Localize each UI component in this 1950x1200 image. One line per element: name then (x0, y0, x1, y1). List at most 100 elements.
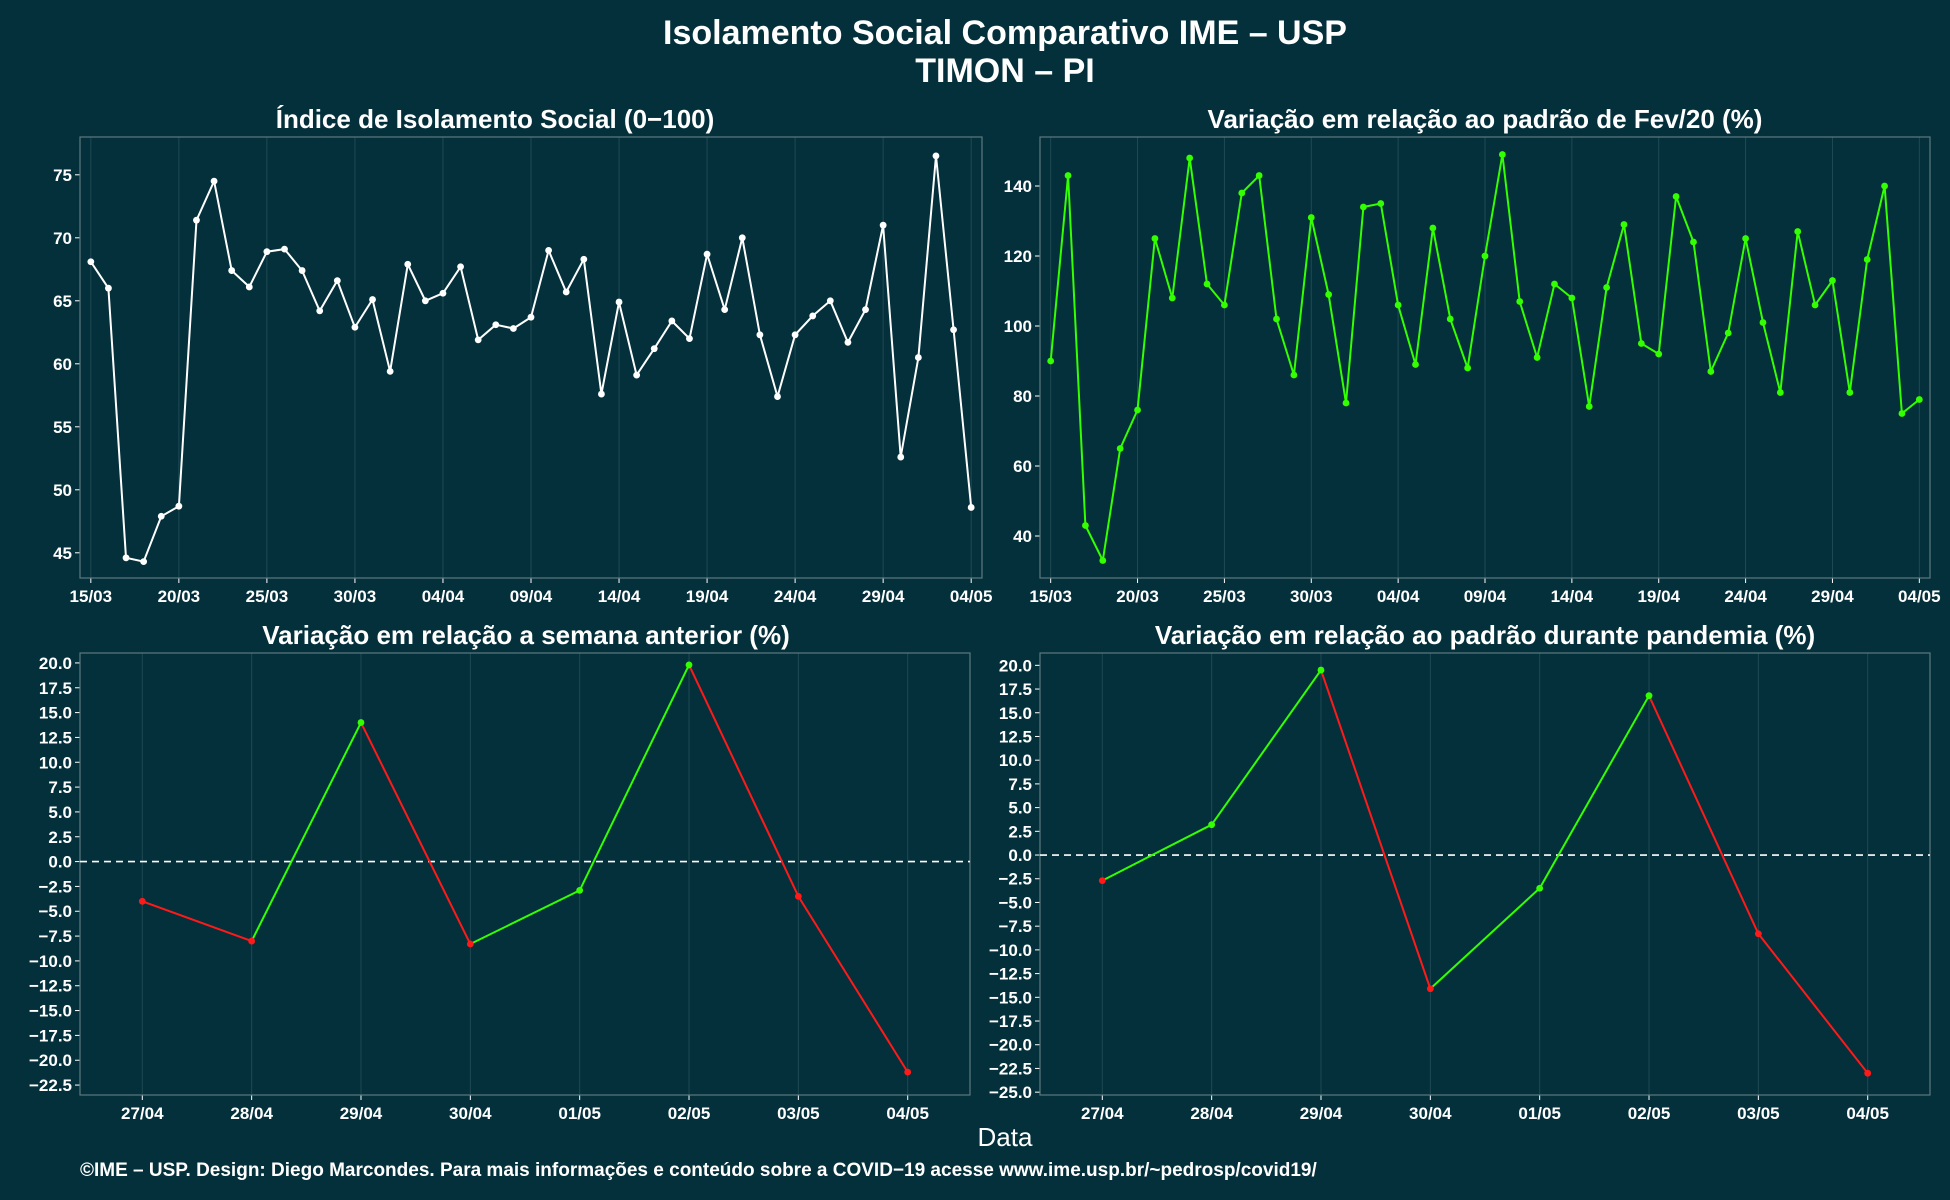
fev20-data-point (1898, 410, 1906, 417)
fev20-x-tick-label: 30/03 (1290, 587, 1333, 606)
fev20-data-point (1325, 291, 1333, 298)
pandemia-x-tick-label: 28/04 (1190, 1104, 1233, 1123)
isolamento-data-point (175, 502, 183, 510)
isolamento-y-tick-label: 45 (53, 544, 72, 563)
isolamento-data-point (263, 248, 271, 256)
isolamento-data-point (439, 289, 447, 297)
pandemia-x-tick-label: 03/05 (1737, 1104, 1780, 1123)
pandemia-y-tick-label: −5.0 (998, 893, 1032, 912)
isolamento-data-point (457, 263, 464, 271)
fev20-data-point (1238, 189, 1246, 197)
isolamento-data-point (703, 250, 711, 258)
pandemia-x-tick-label: 27/04 (1081, 1104, 1124, 1123)
isolamento-data-point (157, 512, 165, 520)
fev20-data-point (1186, 154, 1194, 162)
semana-data-point (576, 886, 584, 894)
isolamento-data-point (738, 234, 746, 242)
pandemia-y-tick-label: 0.0 (1008, 846, 1032, 865)
semana-y-tick-label: −17.5 (29, 1026, 72, 1045)
isolamento-data-point (598, 390, 605, 398)
fev20-x-tick-label: 25/03 (1203, 587, 1246, 606)
semana-y-tick-label: −2.5 (38, 877, 72, 896)
panel-semana: Variação em relação a semana anterior (%… (29, 620, 971, 1123)
fev20-data-point (1446, 315, 1454, 323)
isolamento-data-point (668, 317, 676, 325)
isolamento-data-point (140, 558, 148, 566)
fev20-data-point (1116, 445, 1124, 452)
pandemia-x-tick-label: 04/05 (1846, 1104, 1889, 1123)
pandemia-data-point (1754, 930, 1762, 938)
semana-x-tick-label: 30/04 (449, 1104, 492, 1123)
pandemia-data-point (1645, 692, 1653, 700)
isolamento-data-point (193, 216, 200, 224)
panel-isolamento-title: Índice de Isolamento Social (0−100) (276, 104, 715, 134)
fev20-data-point (1620, 221, 1628, 228)
panel-fev20-title: Variação em relação ao padrão de Fev/20 … (1208, 104, 1763, 134)
fev20-data-point (1533, 354, 1541, 361)
fev20-data-point (1794, 228, 1802, 235)
fev20-x-tick-label: 15/03 (1029, 587, 1072, 606)
fev20-data-point (1707, 368, 1715, 375)
fev20-data-point (1846, 389, 1854, 396)
panel-pandemia-title: Variação em relação ao padrão durante pa… (1155, 620, 1815, 650)
semana-series-segment (469, 889, 581, 945)
isolamento-data-point (245, 283, 253, 291)
fev20-plot-area (1039, 136, 1931, 579)
semana-y-tick-label: 17.5 (39, 679, 72, 698)
semana-plot-area (79, 652, 971, 1096)
isolamento-x-tick-label: 15/03 (70, 587, 113, 606)
fev20-data-point (1829, 277, 1836, 284)
isolamento-data-point (580, 255, 588, 263)
semana-y-tick-label: −22.5 (29, 1076, 72, 1095)
isolamento-plot-area (79, 136, 983, 579)
semana-data-point (685, 661, 693, 669)
pandemia-y-tick-label: −25.0 (989, 1083, 1032, 1102)
fev20-data-point (1359, 203, 1367, 211)
fev20-x-tick-label: 24/04 (1724, 587, 1767, 606)
main-title: Isolamento Social Comparativo IME – USP (663, 14, 1347, 52)
fev20-y-tick-label: 40 (1013, 527, 1032, 546)
isolamento-data-point (404, 260, 412, 268)
fev20-data-point (1134, 406, 1141, 414)
semana-y-tick-label: 5.0 (48, 803, 72, 822)
fev20-data-point (1099, 557, 1107, 564)
semana-y-tick-label: −7.5 (38, 927, 72, 946)
semana-y-tick-label: 12.5 (39, 728, 72, 747)
pandemia-data-point (1208, 821, 1216, 829)
isolamento-data-point (967, 504, 975, 511)
semana-series-segment (688, 664, 800, 897)
isolamento-data-point (105, 284, 112, 292)
panel-pandemia: Variação em relação ao padrão durante pa… (989, 620, 1931, 1123)
caption: ©IME – USP. Design: Diego Marcondes. Par… (80, 1160, 1317, 1181)
pandemia-x-tick-label: 02/05 (1628, 1104, 1671, 1123)
semana-series-segment (578, 664, 690, 891)
isolamento-x-tick-label: 19/04 (686, 587, 729, 606)
fev20-x-tick-label: 04/05 (1898, 587, 1941, 606)
fev20-data-point (1603, 284, 1611, 291)
semana-y-tick-label: −15.0 (29, 1002, 72, 1021)
pandemia-series-segment (1210, 669, 1322, 826)
isolamento-data-point (421, 297, 429, 305)
isolamento-data-point (650, 345, 658, 353)
fev20-data-point (1516, 298, 1524, 305)
isolamento-data-point (615, 298, 623, 306)
isolamento-data-point (756, 331, 764, 339)
semana-data-point (904, 1068, 912, 1076)
semana-x-tick-label: 28/04 (230, 1104, 273, 1123)
isolamento-x-tick-label: 04/04 (422, 587, 465, 606)
fev20-y-tick-label: 140 (1004, 177, 1032, 196)
fev20-data-point (1637, 340, 1645, 347)
isolamento-y-tick-label: 55 (53, 418, 72, 437)
isolamento-data-point (721, 306, 729, 314)
isolamento-data-point (386, 367, 394, 375)
fev20-data-point (1377, 200, 1385, 207)
fev20-x-tick-label: 09/04 (1464, 587, 1507, 606)
pandemia-x-tick-label: 01/05 (1518, 1104, 1561, 1123)
fev20-data-point (1290, 371, 1298, 379)
semana-series-segment (250, 722, 362, 942)
fev20-data-point (1394, 301, 1402, 309)
isolamento-data-point (950, 326, 957, 334)
isolamento-x-tick-label: 30/03 (334, 587, 377, 606)
fev20-x-tick-label: 14/04 (1551, 587, 1594, 606)
